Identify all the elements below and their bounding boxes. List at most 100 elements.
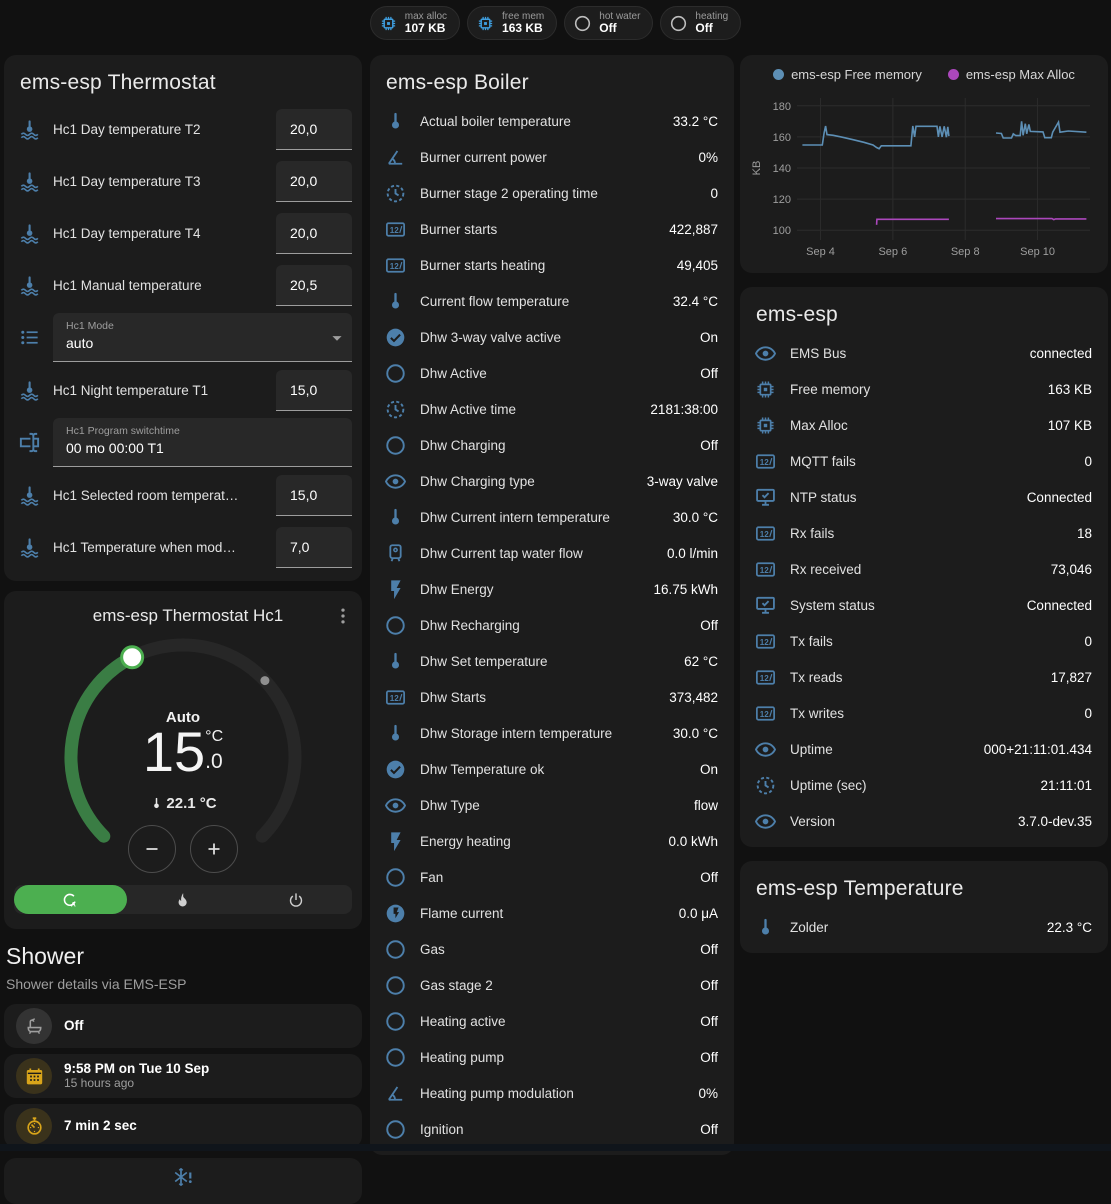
entity-row[interactable]: 12 Tx fails 0 [740,623,1108,659]
entity-row[interactable]: Dhw Type flow [370,787,734,823]
entity-value: Off [700,941,718,957]
entity-row[interactable]: Dhw Charging Off [370,427,734,463]
increase-temperature-button[interactable] [190,825,238,873]
legend-item[interactable]: ems-esp Free memory [773,67,922,82]
entity-row[interactable]: Dhw Set temperature 62 °C [370,643,734,679]
entity-label: Burner stage 2 operating time [420,185,598,201]
badge-max-alloc[interactable]: max alloc 107 KB [369,6,461,40]
text-field[interactable]: Hc1 Program switchtime 00 mo 00:00 T1 [53,418,352,467]
badge-free-mem[interactable]: free mem 163 KB [467,6,558,40]
number-field[interactable]: 15,0 [276,369,352,411]
number-field[interactable]: 20,5 [276,264,352,306]
hvac-mode-off-button[interactable] [239,885,352,914]
entity-value: Off [700,1013,718,1029]
badge-hot-water[interactable]: hot water Off [564,6,654,40]
svg-text:12: 12 [390,226,400,235]
entity-value: Off [700,977,718,993]
number-field[interactable]: 20,0 [276,108,352,150]
entity-row[interactable]: Uptime (sec) 21:11:01 [740,767,1108,803]
entity-row[interactable]: Current flow temperature 32.4 °C [370,283,734,319]
entity-row: Hc1 Day temperature T2 20,0 [4,103,362,155]
svg-text:KB: KB [751,161,763,176]
hvac-mode-auto-button[interactable]: A [14,885,127,914]
entity-value: 18 [1076,525,1092,541]
number-field[interactable]: 7,0 [276,526,352,568]
entity-row[interactable]: Actual boiler temperature 33.2 °C [370,103,734,139]
entity-row[interactable]: Burner stage 2 operating time 0 [370,175,734,211]
target-temp-knob[interactable] [120,645,145,670]
entity-row[interactable]: Dhw Current intern temperature 30.0 °C [370,499,734,535]
entity-row[interactable]: Heating pump modulation 0% [370,1075,734,1111]
badge-label: max alloc [404,10,448,22]
entity-row[interactable]: 12 Burner starts 422,887 [370,211,734,247]
entity-row[interactable]: 12 Rx received 73,046 [740,551,1108,587]
entity-row[interactable]: Dhw Temperature ok On [370,751,734,787]
entity-row[interactable]: Dhw Recharging Off [370,607,734,643]
progress-clock-icon [754,774,777,797]
entity-value: 21:11:01 [1040,777,1092,793]
entity-row[interactable]: Fan Off [370,859,734,895]
entity-value: 107 KB [1047,417,1092,433]
select-field[interactable]: Hc1 Mode auto [53,313,352,362]
entity-row[interactable]: Zolder 22.3 °C [740,909,1108,945]
entity-row[interactable]: Dhw Charging type 3-way valve [370,463,734,499]
shower-tile[interactable]: 7 min 2 sec [4,1104,362,1148]
entity-label: Uptime (sec) [790,777,867,793]
entity-row[interactable]: 12 Tx reads 17,827 [740,659,1108,695]
shower-cold-tile[interactable] [4,1158,362,1204]
entity-row[interactable]: Burner current power 0% [370,139,734,175]
entity-row[interactable]: Dhw Current tap water flow 0.0 l/min [370,535,734,571]
entity-label: Flame current [420,905,504,921]
entity-row[interactable]: System status Connected [740,587,1108,623]
entity-value: Off [700,1121,718,1137]
entity-row[interactable]: 12 Burner starts heating 49,405 [370,247,734,283]
section-title: Shower [6,943,84,969]
entity-row[interactable]: Heating pump Off [370,1039,734,1075]
entity-row[interactable]: Dhw 3-way valve active On [370,319,734,355]
dropdown-arrow-icon[interactable] [326,327,348,349]
entity-row[interactable]: Gas stage 2 Off [370,967,734,1003]
entity-row[interactable]: Gas Off [370,931,734,967]
svg-text:A: A [71,901,76,908]
entity-row[interactable]: 12 Rx fails 18 [740,515,1108,551]
number-field[interactable]: 15,0 [276,474,352,516]
number-field[interactable]: 20,0 [276,160,352,202]
entity-row[interactable]: Dhw Energy 16.75 kWh [370,571,734,607]
shower-tile[interactable]: Off [4,1004,362,1048]
hvac-mode-heat-button[interactable] [127,885,240,914]
decrease-temperature-button[interactable] [128,825,176,873]
entity-row[interactable]: Version 3.7.0-dev.35 [740,803,1108,839]
entity-label: Burner current power [420,149,547,165]
entity-row[interactable]: Dhw Active time 2181:38:00 [370,391,734,427]
entity-row[interactable]: Dhw Storage intern temperature 30.0 °C [370,715,734,751]
entity-row[interactable]: Uptime 000+21:11:01.434 [740,731,1108,767]
entity-row[interactable]: Ignition Off [370,1111,734,1147]
entity-row[interactable]: EMS Bus connected [740,335,1108,371]
entity-row[interactable]: 12 MQTT fails 0 [740,443,1108,479]
field-value: 7,0 [290,538,310,555]
entity-row[interactable]: Heating active Off [370,1003,734,1039]
entity-label: Tx writes [790,705,844,721]
shower-tile[interactable]: 9:58 PM on Tue 10 Sep 15 hours ago [4,1054,362,1098]
entity-row[interactable]: NTP status Connected [740,479,1108,515]
shower-section-header: Shower Shower details via EMS-ESP [4,939,362,994]
entity-row[interactable]: 12 Tx writes 0 [740,695,1108,731]
entity-label: Dhw Energy [420,581,494,597]
number-field[interactable]: 20,0 [276,212,352,254]
entity-row[interactable]: Energy heating 0.0 kWh [370,823,734,859]
flash-icon [384,578,407,601]
entity-value: 0 [710,185,718,201]
badge-heating[interactable]: heating Off [660,6,742,40]
chart-series [802,119,1087,150]
entity-row[interactable]: Free memory 163 KB [740,371,1108,407]
thermostat-auto-icon: A [61,891,79,909]
entity-value: 30.0 °C [672,725,718,741]
entity-row[interactable]: Max Alloc 107 KB [740,407,1108,443]
entity-row[interactable]: Dhw Active Off [370,355,734,391]
legend-item[interactable]: ems-esp Max Alloc [947,67,1075,82]
entity-value: connected [1029,345,1092,361]
entity-row[interactable]: Flame current 0.0 μA [370,895,734,931]
thermostat-dial[interactable] [53,627,313,851]
dots-vertical-icon[interactable] [332,605,354,627]
entity-row[interactable]: 12 Dhw Starts 373,482 [370,679,734,715]
